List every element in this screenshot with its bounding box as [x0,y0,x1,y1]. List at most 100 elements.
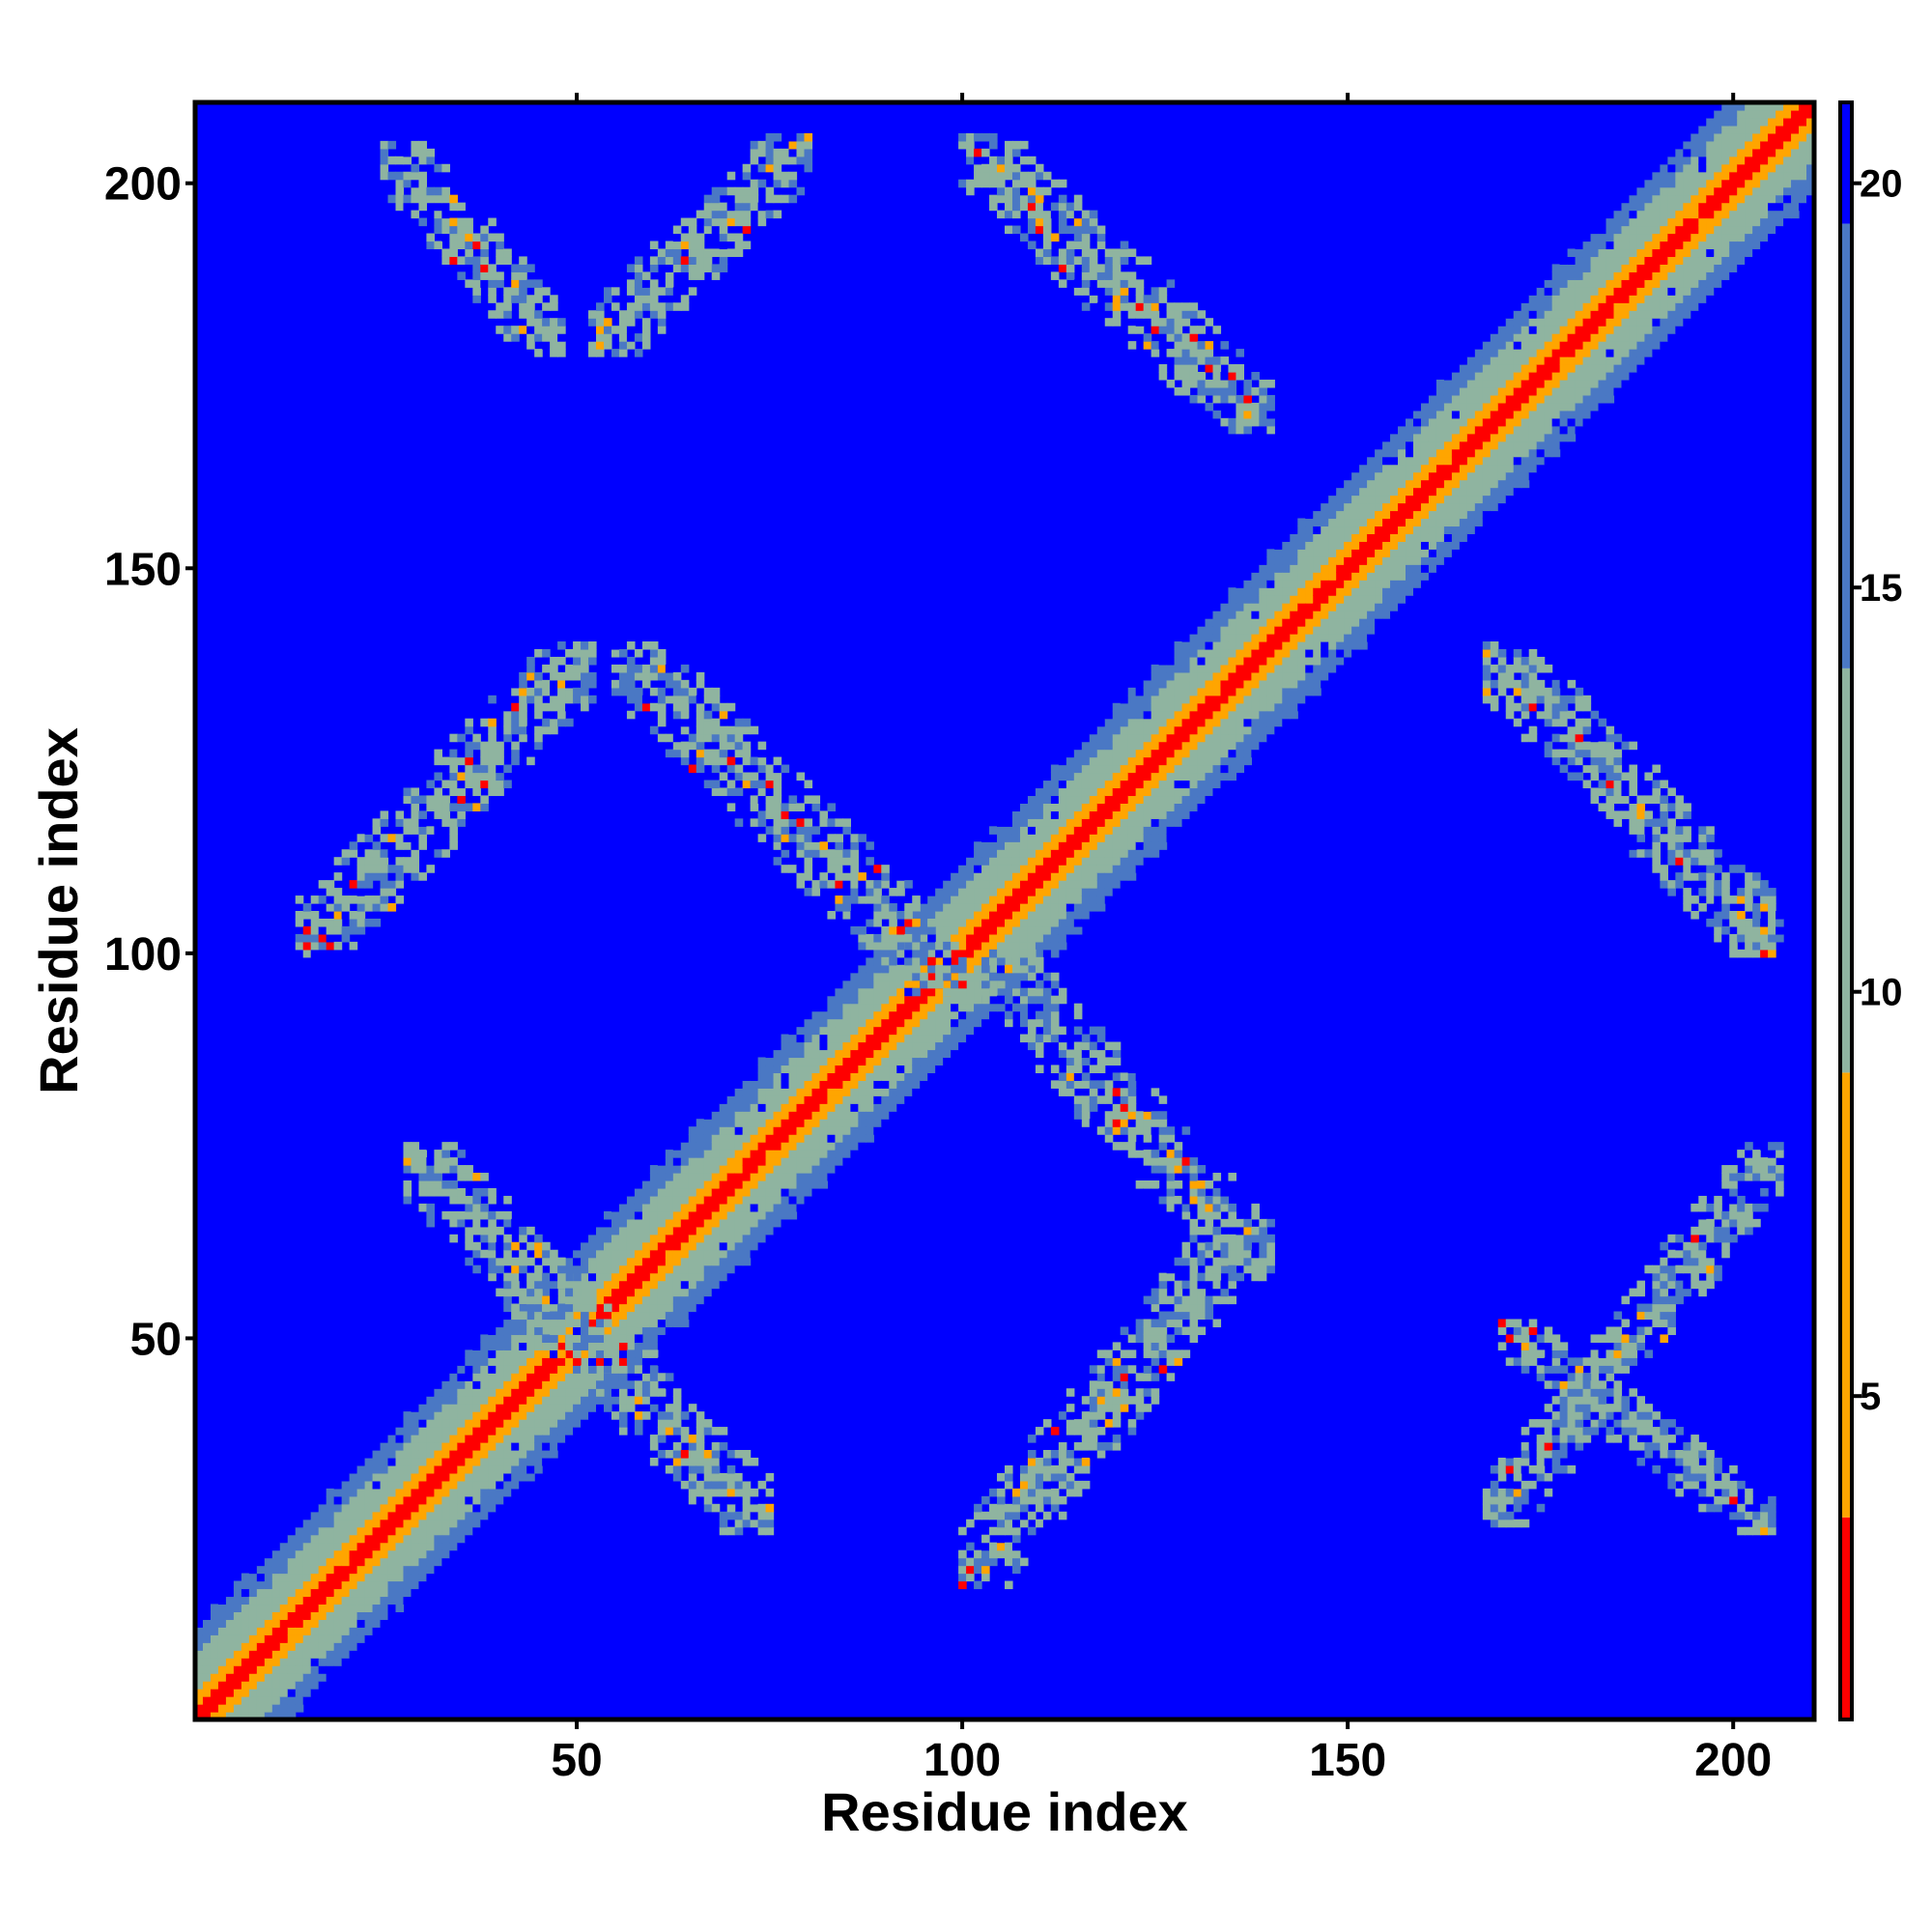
heatmap-cell [866,1034,874,1043]
heatmap-cell [1011,903,1021,912]
heatmap-cell [1406,580,1414,588]
heatmap-cell [611,1373,620,1381]
heatmap-cell [1297,564,1306,573]
heatmap-cell [1398,448,1406,458]
heatmap-cell [1451,464,1461,473]
heatmap-cell [672,1295,682,1305]
heatmap-cell [757,1080,767,1089]
heatmap-cell [796,1026,806,1036]
heatmap-cell [1112,880,1122,889]
heatmap-cell [1050,849,1060,858]
heatmap-cell [649,1173,659,1181]
heatmap-cell [395,1604,405,1612]
heatmap-cell [1081,888,1091,896]
heatmap-cell [1127,718,1137,727]
heatmap-cell [1143,810,1152,819]
heatmap-cell [1236,648,1245,658]
heatmap-cell [1127,764,1137,774]
heatmap-cell [1220,733,1230,743]
heatmap-cell [672,1311,682,1321]
heatmap-cell [1435,495,1445,504]
heatmap-cell [1073,756,1083,766]
heatmap-cell [441,1380,450,1389]
heatmap-cell [796,1049,806,1059]
heatmap-cell [233,1696,242,1705]
heatmap-cell [811,1180,821,1189]
heatmap-cell [1605,341,1615,350]
heatmap-cell [657,1226,667,1236]
heatmap-cell [1120,857,1129,866]
heatmap-cell [364,1588,374,1598]
heatmap-cell [480,1503,489,1513]
heatmap-cell [734,1142,744,1151]
heatmap-cell [372,1619,382,1628]
heatmap-cell [1582,402,1592,412]
heatmap-cell [573,1419,582,1428]
heatmap-cell [1737,148,1746,157]
heatmap-cell [287,1704,297,1713]
heatmap-cell [889,1041,897,1051]
heatmap-cell [488,1396,497,1405]
heatmap-cell [1305,664,1314,673]
heatmap-cell [1112,841,1122,850]
heatmap-cell [1382,564,1391,573]
heatmap-cell [310,1673,320,1682]
heatmap-cell [496,1472,504,1482]
heatmap-cell [1528,341,1538,350]
heatmap-cell [1297,679,1306,689]
heatmap-cell [873,1080,882,1089]
heatmap-cell [457,1480,466,1490]
heatmap-cell [866,1103,874,1112]
heatmap-cell [341,1650,351,1659]
heatmap-cell [1236,741,1245,751]
heatmap-cell [1721,132,1730,142]
heatmap-cell [1313,626,1321,635]
heatmap-cell [680,1288,690,1297]
heatmap-cell [1652,333,1661,342]
heatmap-cell [511,1442,520,1451]
heatmap-cell [1567,310,1577,319]
heatmap-cell [1435,471,1445,481]
heatmap-cell [256,1557,266,1567]
heatmap-cell [480,1357,489,1366]
heatmap-cell [781,1119,790,1127]
heatmap-cell [811,1142,821,1151]
heatmap-cell [1382,533,1391,542]
heatmap-cell [989,911,998,920]
heatmap-cell [1406,464,1414,473]
heatmap-cell [1451,379,1461,388]
heatmap-cell [742,1088,752,1096]
heatmap-cell [1127,725,1137,735]
heatmap-cell [372,1557,382,1567]
heatmap-cell [1690,225,1699,235]
heatmap-cell [819,1080,829,1089]
heatmap-cell [1721,225,1730,235]
heatmap-cell [974,841,982,850]
heatmap-cell [1359,556,1368,565]
heatmap-cell [1050,803,1060,811]
heatmap-cell [974,980,982,989]
heatmap-cell [256,1696,266,1705]
heatmap-cell [827,1080,837,1089]
heatmap-cell [1482,448,1492,458]
heatmap-cell [534,1357,543,1366]
heatmap-cell [997,941,1006,951]
heatmap-cell [318,1495,327,1505]
heatmap-cell [920,895,928,904]
heatmap-cell [726,1195,736,1205]
heatmap-cell [1011,865,1021,873]
heatmap-cell [1652,279,1661,288]
heatmap-cell [426,1464,436,1474]
heatmap-cell [1683,132,1691,142]
heatmap-cell [1135,803,1145,811]
heatmap-cell [1714,194,1722,204]
heatmap-cell [1228,648,1237,658]
heatmap-cell [997,880,1006,889]
heatmap-cell [1698,287,1707,296]
heatmap-cell [1336,572,1345,581]
heatmap-cell [1050,787,1060,797]
heatmap-cell [734,1203,744,1212]
heatmap-cell [781,1150,790,1158]
heatmap-cell [395,1419,405,1428]
heatmap-cell [356,1534,366,1544]
